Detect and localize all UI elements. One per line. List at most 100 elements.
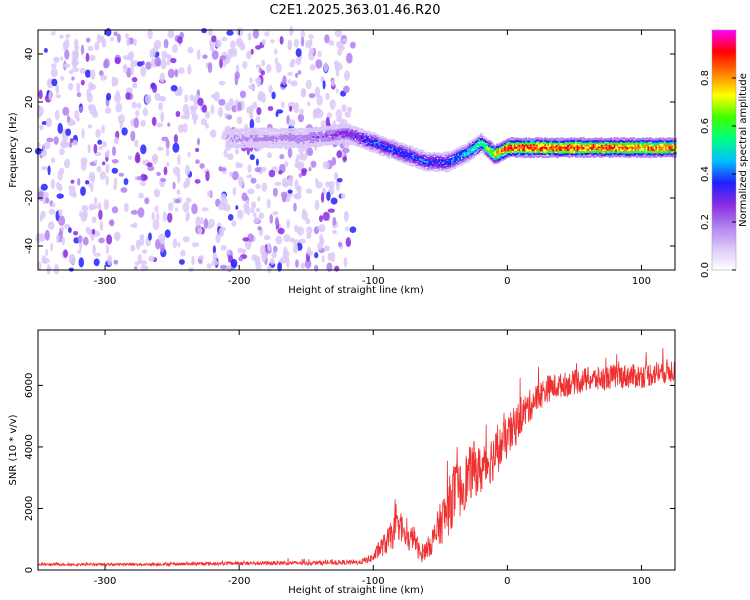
spectrogram-ridge-cell xyxy=(565,154,568,158)
spectrogram-ridge-cell xyxy=(555,153,558,156)
spectrogram-ridge-cell xyxy=(462,158,465,161)
spectrogram-ridge-cell xyxy=(579,137,582,140)
spectrogram-ridge-cell xyxy=(657,144,659,147)
spectrogram-ridge-cell xyxy=(249,128,252,131)
spectrogram-ridge-cell xyxy=(322,128,325,131)
spectrogram-ridge-cell xyxy=(452,163,455,166)
spectrogram-ridge-cell xyxy=(233,132,236,135)
spectrogram-ridge-cell xyxy=(581,148,584,151)
spectrogram-ridge-cell xyxy=(280,141,283,144)
spectrogram-cell xyxy=(210,93,217,99)
spectrogram-ridge-cell xyxy=(288,143,291,147)
spectrogram-ridge-cell xyxy=(356,130,358,134)
spectrogram-ridge-cell xyxy=(558,148,561,151)
spectrogram-ridge-cell xyxy=(272,133,275,136)
spectrogram-ridge-cell xyxy=(607,148,609,151)
spectrogram-ridge-cell xyxy=(591,139,593,143)
spectrogram-ridge-cell xyxy=(409,149,412,153)
spectrogram-ridge-cell xyxy=(237,137,239,140)
spectrogram-ridge-cell xyxy=(476,135,479,138)
spectrogram-cell xyxy=(175,110,181,118)
spectrogram-ridge-cell xyxy=(333,129,336,132)
spectrogram-ridge-cell xyxy=(542,139,545,143)
spectrogram-ridge-cell xyxy=(594,142,597,145)
spectrogram-cell xyxy=(249,77,253,84)
spectrogram-cell xyxy=(69,138,74,143)
spectrogram-ridge-cell xyxy=(229,133,231,136)
spectrogram-cell xyxy=(322,80,326,90)
spectrogram-ridge-cell xyxy=(671,153,674,156)
spectrogram-ridge-cell xyxy=(251,134,254,138)
spectrogram-ridge-cell xyxy=(393,148,395,152)
spectrogram-ridge-cell xyxy=(251,143,254,146)
spectrogram-ridge-cell xyxy=(573,141,576,145)
spectrogram-ridge-cell xyxy=(237,140,239,144)
spectrogram-cell xyxy=(199,163,205,169)
spectrogram-cell xyxy=(63,142,70,148)
spectrogram-ridge-cell xyxy=(584,152,587,156)
spectrogram-ridge-cell xyxy=(628,155,630,158)
spectrogram-ridge-cell xyxy=(311,140,313,143)
spectrogram-ridge-cell xyxy=(446,162,449,165)
spectrogram-cell xyxy=(346,52,353,64)
spectrogram-cell xyxy=(68,141,73,148)
spectrogram-ridge-cell xyxy=(668,148,671,152)
spectrogram-ridge-cell xyxy=(264,130,267,134)
spectrogram-cell xyxy=(335,109,342,119)
spectrogram-ridge-cell xyxy=(618,155,621,158)
spectrogram-ridge-cell xyxy=(468,152,471,155)
spectrogram-ridge-cell xyxy=(480,145,482,148)
spectrogram-ridge-cell xyxy=(435,152,437,155)
spectrogram-cell xyxy=(87,144,91,154)
spectrogram-ridge-cell xyxy=(523,142,526,146)
spectrogram-ridge-cell xyxy=(652,153,655,156)
spectrogram-ridge-cell xyxy=(595,141,598,144)
spectrogram-ridge-cell xyxy=(460,163,463,166)
spectrogram-ridge-cell xyxy=(639,155,642,158)
spectrogram-ridge-cell xyxy=(338,142,341,145)
spectrogram-ridge-cell xyxy=(605,152,608,155)
spectrogram-cell xyxy=(44,141,51,150)
spectrogram-ridge-cell xyxy=(253,136,255,139)
spectrogram-ridge-cell xyxy=(414,151,416,155)
spectrogram-cell xyxy=(267,243,272,252)
spectrogram-cell xyxy=(147,28,153,40)
spectrogram-ridge-cell xyxy=(349,133,352,136)
spectrogram-cell xyxy=(314,252,319,259)
spectrogram-ridge-cell xyxy=(518,146,521,150)
spectrogram-ridge-cell xyxy=(388,153,391,156)
spectrogram-ridge-cell xyxy=(616,137,619,140)
spectrogram-cell xyxy=(309,47,315,55)
spectrogram-ridge-cell xyxy=(343,135,346,138)
spectrogram-ridge-cell xyxy=(613,137,616,140)
spectrogram-ridge-cell xyxy=(259,145,262,148)
spectrogram-ridge-cell xyxy=(626,138,629,141)
spectrogram-ridge-cell xyxy=(227,142,230,146)
spectrogram-cell xyxy=(79,106,84,112)
spectrogram-ridge-cell xyxy=(507,138,510,141)
spectrogram-ridge-cell xyxy=(489,158,492,161)
spectrogram-ridge-cell xyxy=(280,129,283,133)
spectrogram-ridge-cell xyxy=(425,167,428,170)
spectrogram-ridge-cell xyxy=(288,139,291,142)
spectrogram-ridge-cell xyxy=(523,152,526,156)
spectrogram-ridge-cell xyxy=(489,156,492,159)
spectrogram-ridge-cell xyxy=(344,141,347,144)
spectrogram-ridge-cell xyxy=(327,128,329,131)
spectrogram-ridge-cell xyxy=(254,145,257,148)
spectrogram-ridge-cell xyxy=(266,127,268,131)
spectrogram-ridge-cell xyxy=(584,149,587,152)
spectrogram-ridge-cell xyxy=(605,150,608,153)
spectrogram-ridge-cell xyxy=(512,148,515,151)
spectrogram-ridge-cell xyxy=(631,137,634,140)
spectrogram-ridge-cell xyxy=(415,163,418,167)
spectrogram-ridge-cell xyxy=(282,144,284,148)
spectrogram-cell xyxy=(308,93,316,99)
spectrogram-ridge-cell xyxy=(312,140,315,144)
spectrogram-ridge-cell xyxy=(566,151,569,154)
spectrogram-cell xyxy=(345,237,351,248)
spectrogram-ridge-cell xyxy=(478,150,481,153)
spectrogram-ridge-cell xyxy=(636,148,638,151)
spectrogram-ridge-cell xyxy=(632,140,635,143)
spectrogram-ridge-cell xyxy=(475,152,478,155)
